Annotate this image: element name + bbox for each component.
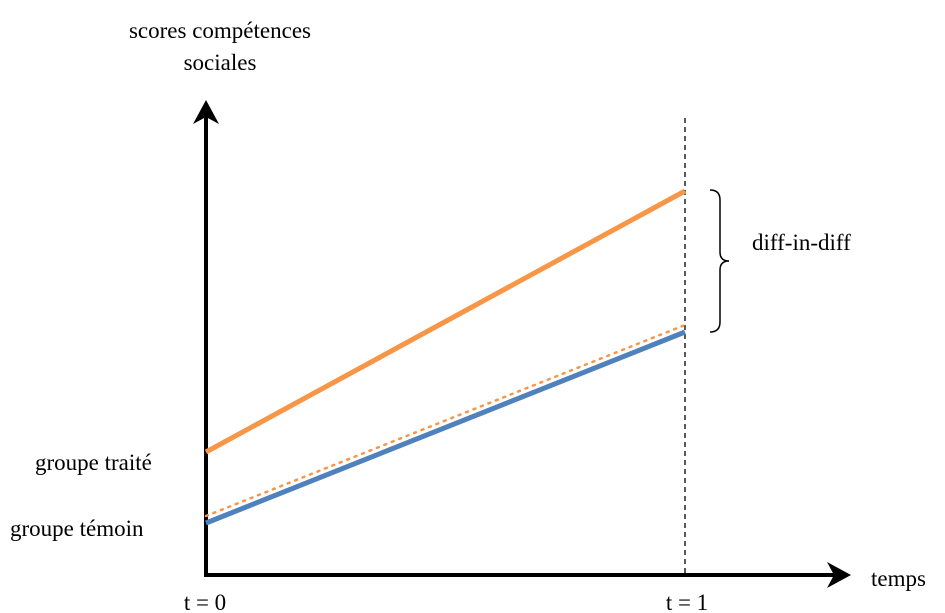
control-group-label: groupe témoin	[10, 516, 144, 541]
y-axis-label-line1: scores compétences	[129, 18, 311, 43]
y-axis-label-line2: sociales	[184, 50, 257, 75]
counterfactual-line	[204, 323, 687, 518]
x-axis-arrowhead	[827, 562, 851, 588]
diff-in-diff-brace	[709, 189, 730, 333]
treated-group-line	[204, 188, 687, 455]
treated-group-label: groupe traité	[35, 450, 152, 475]
x-tick-t1: t = 1	[666, 590, 708, 613]
x-axis-label: temps	[871, 566, 926, 591]
y-axis-arrowhead	[193, 100, 219, 124]
brace-label: diff-in-diff	[752, 230, 851, 255]
x-tick-t0: t = 0	[184, 590, 226, 613]
control-group-line	[205, 329, 686, 526]
